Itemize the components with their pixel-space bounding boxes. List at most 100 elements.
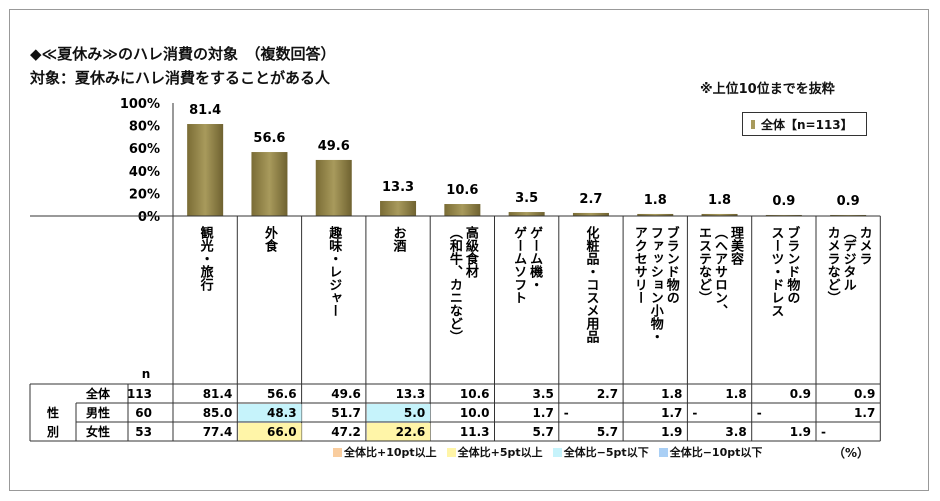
y-tick-label: 60% xyxy=(129,142,160,157)
bar-value-label: 0.9 xyxy=(837,194,860,209)
category-label: カメラ xyxy=(857,226,872,265)
table-cell: - xyxy=(757,406,762,420)
table-cell: 0.9 xyxy=(854,387,875,401)
bar xyxy=(315,159,352,216)
bar xyxy=(701,213,738,216)
highlight-label: 全体比+5pt以上 xyxy=(457,446,543,459)
bar-value-label: 1.8 xyxy=(708,193,731,208)
category-label: 理美容 xyxy=(728,226,745,266)
y-tick-label: 80% xyxy=(129,120,160,135)
legend-swatch xyxy=(751,119,755,129)
group-label: 性 xyxy=(46,405,59,420)
category-label: （ヘアサロン、 xyxy=(712,226,729,317)
category-label: ブランド物の xyxy=(784,225,800,304)
category-label: アクセサリー xyxy=(632,226,648,304)
cell-highlight xyxy=(238,404,302,422)
table-cell: 0.9 xyxy=(790,387,811,401)
category-label: カメラなど） xyxy=(825,226,842,304)
category-label: スーツ・ドレス xyxy=(768,226,783,317)
unit-label: （%） xyxy=(833,446,870,460)
cell-highlight xyxy=(238,423,302,441)
chart-title: ◆≪夏休み≫のハレ消費の対象 （複数回答） xyxy=(30,45,336,63)
table-cell: 3.5 xyxy=(533,387,554,401)
table-cell: 49.6 xyxy=(331,387,361,401)
table-cell: 47.2 xyxy=(331,425,361,439)
bar-value-label: 0.9 xyxy=(772,194,795,209)
bar-value-label: 13.3 xyxy=(382,180,414,195)
highlight-legend-item: 全体比−5pt以下 xyxy=(552,444,649,460)
bar xyxy=(444,204,481,216)
bar xyxy=(380,200,417,216)
table-cell: 5.7 xyxy=(533,425,554,439)
y-tick-label: 100% xyxy=(120,97,160,112)
row-n: 113 xyxy=(127,387,152,401)
highlight-legend-item: 全体比−10pt以下 xyxy=(658,444,763,460)
table-cell: 81.4 xyxy=(203,387,233,401)
table-cell: 1.9 xyxy=(790,425,811,439)
category-label: 化粧品・コスメ用品 xyxy=(583,225,600,344)
table-cell: 85.0 xyxy=(203,406,233,420)
highlight-label: 全体比−5pt以下 xyxy=(563,446,649,459)
row-n: 60 xyxy=(135,406,152,420)
table-cell: 5.0 xyxy=(404,406,425,420)
table-cell: 1.9 xyxy=(661,425,682,439)
highlight-legend-item: 全体比+10pt以上 xyxy=(333,444,437,460)
bar xyxy=(637,213,674,216)
table-cell: 22.6 xyxy=(396,425,426,439)
category-label: 高級食材 xyxy=(463,225,479,279)
table-cell: - xyxy=(821,425,826,439)
category-label: （和牛、カニなど） xyxy=(447,226,464,343)
category-label: 外食 xyxy=(262,225,279,253)
bar-value-label: 81.4 xyxy=(189,103,221,118)
table-cell: 48.3 xyxy=(267,406,297,420)
highlight-label: 全体比+10pt以上 xyxy=(344,446,437,459)
cell-highlight xyxy=(366,423,431,441)
bar-value-label: 1.8 xyxy=(644,193,667,208)
group-label: 別 xyxy=(46,425,59,439)
row-label: 男性 xyxy=(86,405,110,420)
top10-note: ※上位10位までを抜粋 xyxy=(700,82,835,97)
bar xyxy=(187,124,224,216)
row-n: 53 xyxy=(135,425,152,439)
bar-value-label: 49.6 xyxy=(318,139,350,154)
figure-frame xyxy=(9,9,929,491)
table-cell: - xyxy=(564,406,569,420)
chart-subtitle: 対象：夏休みにハレ消費をすることがある人 xyxy=(30,69,331,87)
legend-label: 全体【n=113】 xyxy=(761,117,853,132)
table-cell: 10.0 xyxy=(460,406,490,420)
highlight-swatch xyxy=(333,447,342,457)
highlight-legend-item: 全体比+5pt以上 xyxy=(446,444,543,460)
table-cell: 11.3 xyxy=(460,425,490,439)
y-tick-label: 20% xyxy=(129,187,160,202)
table-cell: 1.7 xyxy=(533,406,554,420)
category-label: 観光・旅行 xyxy=(198,225,215,292)
highlight-legend: 全体比+10pt以上 全体比+5pt以上 全体比−5pt以下 全体比−10pt以下 xyxy=(333,444,772,460)
bar-value-label: 2.7 xyxy=(579,192,602,207)
table-cell: 10.6 xyxy=(460,387,490,401)
category-label: （デジタル xyxy=(841,226,858,291)
table-cell: - xyxy=(692,406,697,420)
table-cell: 77.4 xyxy=(203,425,233,439)
table-cell: 1.8 xyxy=(661,387,682,401)
series-legend: 全体【n=113】 xyxy=(742,112,867,136)
table-cell: 51.7 xyxy=(331,406,361,420)
category-label: ゲームソフト xyxy=(511,226,527,304)
table-cell: 5.7 xyxy=(597,425,618,439)
row-label: 女性 xyxy=(86,424,110,439)
bar-value-label: 56.6 xyxy=(253,131,285,146)
bar-value-label: 3.5 xyxy=(515,191,538,206)
bar xyxy=(572,212,609,216)
highlight-swatch xyxy=(658,447,668,457)
highlight-label: 全体比−10pt以下 xyxy=(669,446,763,459)
table-cell: 1.7 xyxy=(661,406,682,420)
table-cell: 2.7 xyxy=(597,387,618,401)
highlight-swatch xyxy=(446,447,456,457)
category-label: エステなど） xyxy=(696,226,713,304)
cell-highlight xyxy=(366,404,431,422)
category-label: ブランド物の xyxy=(664,225,680,304)
category-label: 趣味・レジャー xyxy=(326,225,343,317)
table-cell: 1.7 xyxy=(854,406,875,420)
row-label: 全体 xyxy=(85,386,111,401)
bar xyxy=(251,152,288,216)
